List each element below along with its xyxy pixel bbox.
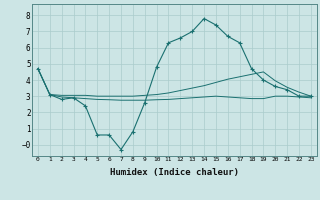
X-axis label: Humidex (Indice chaleur): Humidex (Indice chaleur) — [110, 168, 239, 177]
